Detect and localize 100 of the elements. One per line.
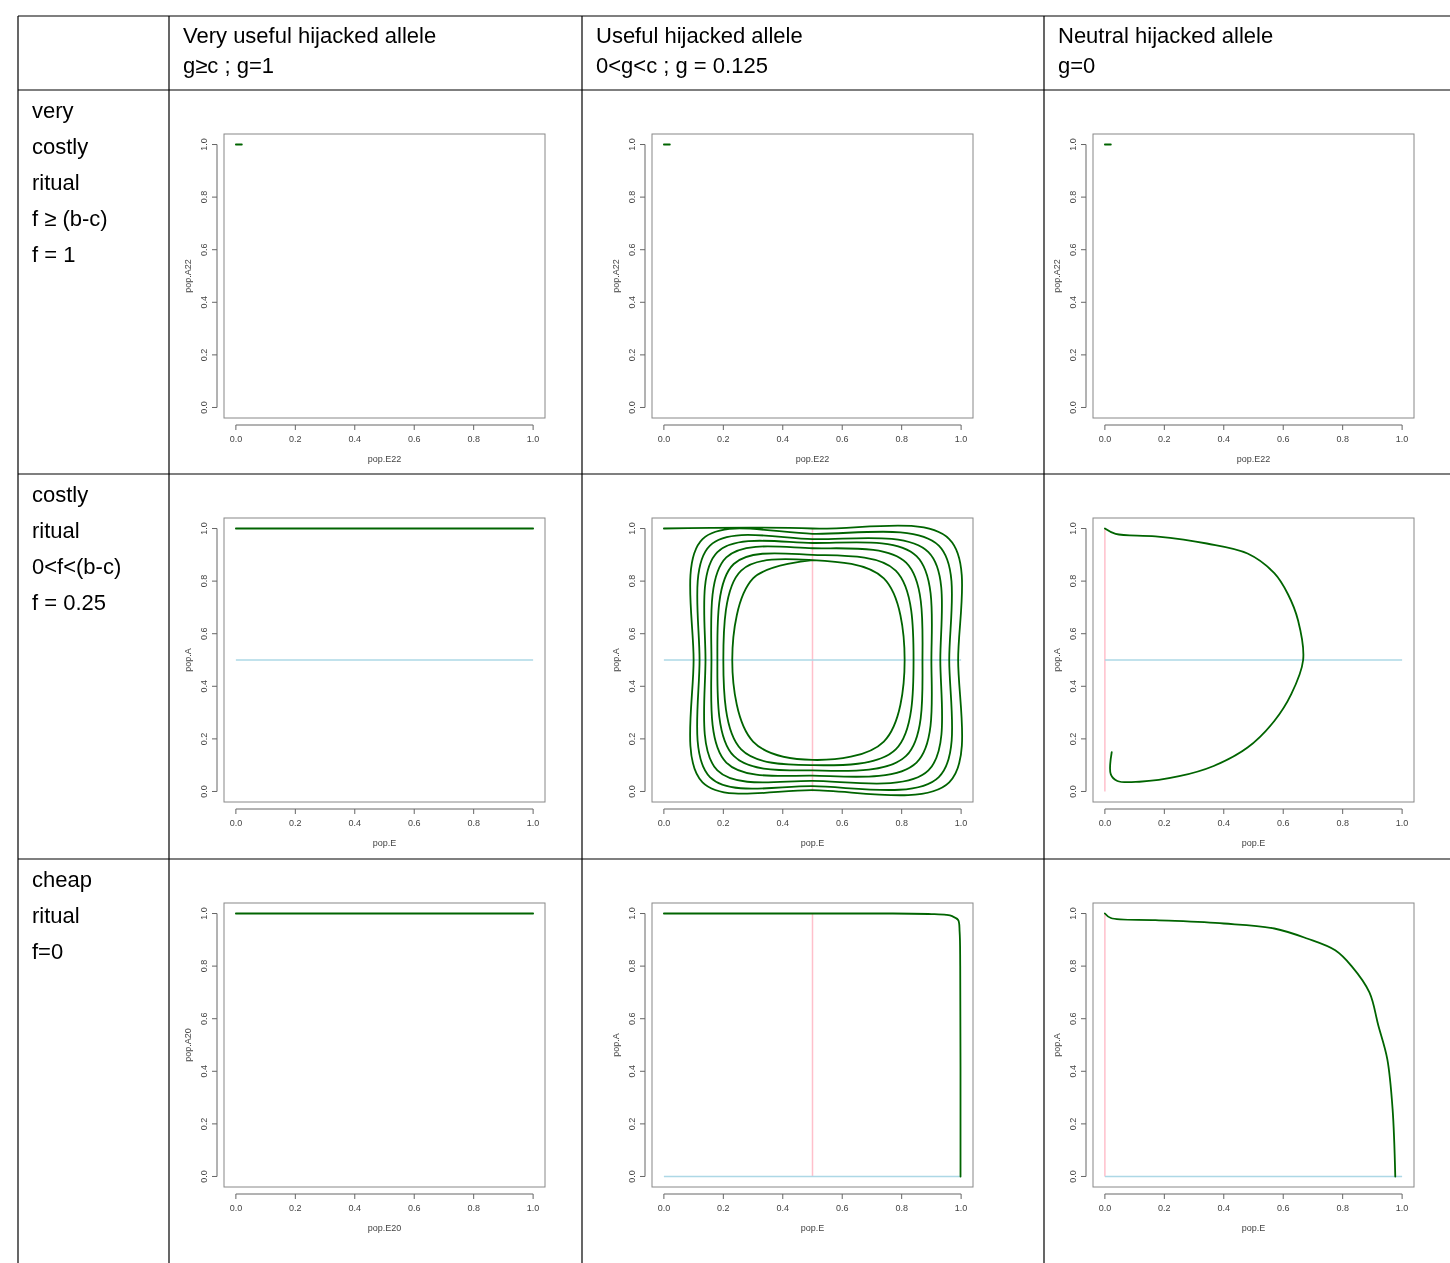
y-tick-label: 0.0 [199,785,209,798]
y-axis-title: pop.A20 [183,1028,193,1062]
x-tick-label: 0.2 [1158,818,1171,828]
y-tick-label: 0.0 [627,785,637,798]
y-axis-title: pop.A22 [183,259,193,293]
y-tick-label: 0.2 [627,732,637,746]
x-axis-title: pop.E22 [795,454,830,464]
text: Neutral hijacked allele g=0 [1058,23,1274,78]
y-tick-label: 0.6 [1068,1012,1078,1025]
x-tick-label: 0.8 [1336,434,1349,444]
x-tick-label: 0.8 [467,1203,480,1213]
x-tick-label: 1.0 [526,1203,540,1213]
x-tick-label: 0.8 [895,434,908,444]
y-tick-label: 1.0 [1068,907,1078,920]
text: cheap ritual f=0 [32,867,92,964]
x-tick-label: 0.0 [1098,434,1112,444]
x-tick-label: 0.8 [1336,1203,1349,1213]
x-tick-label: 0.8 [895,1203,908,1213]
y-axis-title: pop.A [611,1033,621,1057]
y-tick-label: 0.8 [1068,959,1078,973]
y-tick-label: 0.0 [1068,401,1078,414]
x-tick-label: 1.0 [1395,1203,1409,1213]
y-tick-label: 0.4 [1068,1065,1078,1078]
x-tick-label: 1.0 [1395,434,1409,444]
text: Useful hijacked allele 0<g<c ; g = 0.125 [596,23,803,78]
x-tick-label: 0.4 [776,818,790,828]
x-tick-label: 0.0 [1098,818,1112,828]
x-axis-title: pop.E22 [367,454,402,464]
x-tick-label: 0.2 [1158,1203,1171,1213]
y-tick-label: 0.4 [627,680,637,693]
x-tick-label: 0.6 [407,818,421,828]
x-tick-label: 1.0 [526,434,540,444]
y-tick-label: 0.2 [1068,732,1078,746]
x-tick-label: 1.0 [954,434,968,444]
y-axis-title: pop.A22 [1052,259,1062,293]
x-tick-label: 0.4 [776,1203,790,1213]
y-tick-label: 0.8 [1068,190,1078,204]
y-tick-label: 0.2 [199,1117,209,1131]
x-tick-label: 0.2 [289,434,302,444]
y-axis-title: pop.A22 [611,259,621,293]
y-tick-label: 0.2 [199,732,209,746]
line-series [1103,527,1305,784]
y-tick-label: 0.8 [627,190,637,204]
y-tick-label: 1.0 [627,907,637,920]
x-tick-label: 0.6 [835,434,849,444]
x-tick-label: 0.0 [229,434,243,444]
x-axis-title: pop.E22 [1236,454,1271,464]
x-tick-label: 0.4 [348,1203,362,1213]
x-axis-title: pop.E [800,838,825,848]
y-tick-label: 0.0 [199,1170,209,1183]
y-tick-label: 1.0 [627,522,637,535]
y-tick-label: 0.4 [199,680,209,693]
y-tick-label: 0.6 [627,627,637,640]
x-axis-title: pop.E [1241,1223,1266,1233]
y-tick-label: 0.6 [199,1012,209,1025]
y-tick-label: 0.6 [627,243,637,256]
x-tick-label: 0.4 [776,434,790,444]
y-tick-label: 0.4 [199,1065,209,1078]
y-tick-label: 0.6 [1068,627,1078,640]
y-tick-label: 0.2 [199,348,209,362]
y-tick-label: 0.4 [1068,680,1078,693]
x-tick-label: 0.0 [657,434,671,444]
y-tick-label: 1.0 [199,138,209,151]
x-tick-label: 0.8 [895,818,908,828]
x-tick-label: 0.4 [348,434,362,444]
y-tick-label: 0.2 [1068,348,1078,362]
x-tick-label: 0.2 [1158,434,1171,444]
x-tick-label: 0.2 [717,818,730,828]
x-tick-label: 0.8 [467,434,480,444]
x-tick-label: 0.8 [1336,818,1349,828]
x-tick-label: 1.0 [954,818,968,828]
x-tick-label: 1.0 [526,818,540,828]
y-axis-title: pop.A [1052,1033,1062,1057]
x-axis-title: pop.E20 [367,1223,402,1233]
x-tick-label: 0.2 [289,818,302,828]
y-tick-label: 0.8 [199,574,209,588]
y-axis-title: pop.A [611,648,621,672]
x-tick-label: 0.0 [229,818,243,828]
y-tick-label: 0.6 [627,1012,637,1025]
x-tick-label: 1.0 [954,1203,968,1213]
y-tick-label: 0.0 [1068,1170,1078,1183]
y-tick-label: 0.4 [199,296,209,309]
x-tick-label: 0.2 [289,1203,302,1213]
y-tick-label: 0.2 [627,348,637,362]
x-tick-label: 0.0 [657,818,671,828]
x-tick-label: 0.4 [348,818,362,828]
text: Very useful hijacked allele g≥c ; g=1 [183,23,437,78]
y-tick-label: 0.8 [627,959,637,973]
text: very costly ritual f ≥ (b-c) f = 1 [32,98,108,267]
x-tick-label: 0.6 [835,818,849,828]
x-tick-label: 0.2 [717,434,730,444]
x-tick-label: 0.4 [1217,818,1231,828]
y-tick-label: 1.0 [199,907,209,920]
y-tick-label: 0.8 [199,959,209,973]
y-tick-label: 0.0 [1068,785,1078,798]
x-tick-label: 0.6 [1276,1203,1290,1213]
y-tick-label: 0.8 [199,190,209,204]
x-tick-label: 0.8 [467,818,480,828]
y-tick-label: 0.6 [1068,243,1078,256]
text: costly ritual 0<f<(b-c) f = 0.25 [32,482,122,615]
